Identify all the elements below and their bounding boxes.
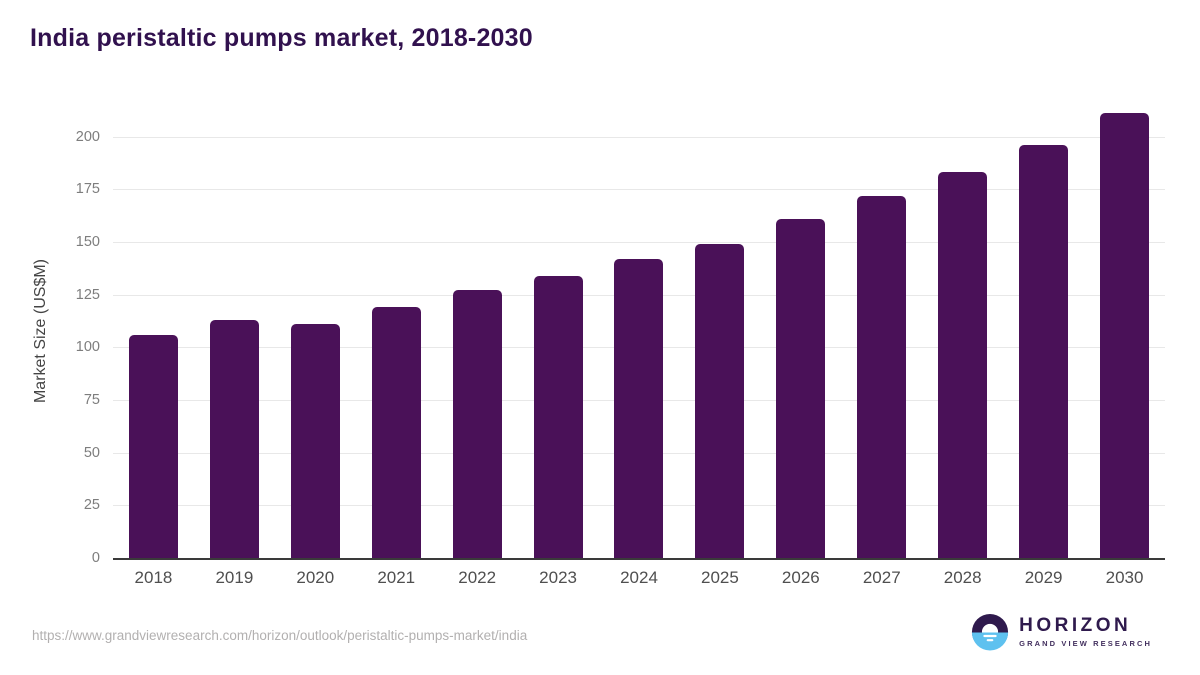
y-tick-label: 75 bbox=[83, 391, 100, 408]
bar-2029 bbox=[1019, 145, 1069, 558]
bar-2025 bbox=[695, 244, 745, 558]
bars bbox=[113, 105, 1165, 558]
bar-2024 bbox=[614, 258, 664, 558]
y-tick-label: 200 bbox=[75, 128, 100, 145]
x-tick-label: 2027 bbox=[862, 568, 901, 587]
bar-slot bbox=[356, 307, 437, 558]
y-tick-label: 50 bbox=[83, 444, 100, 461]
x-tick-label: 2020 bbox=[296, 568, 335, 587]
bar-2023 bbox=[533, 275, 583, 558]
bar-slot bbox=[679, 244, 760, 558]
x-tick-label: 2025 bbox=[701, 568, 739, 587]
bar-slot bbox=[437, 290, 518, 558]
horizon-logo-text: HORIZON GRAND VIEW RESEARCH bbox=[1019, 615, 1152, 648]
bar-slot bbox=[841, 195, 922, 558]
bar-2019 bbox=[209, 319, 259, 558]
gridline bbox=[113, 189, 1165, 191]
x-tick-label: 2019 bbox=[215, 568, 254, 587]
x-tick-label: 2018 bbox=[134, 568, 173, 587]
bar-2021 bbox=[371, 307, 421, 558]
bar-slot bbox=[518, 275, 599, 558]
y-tick-label: 150 bbox=[75, 233, 100, 250]
y-axis-label: Market Size (US$M) bbox=[32, 258, 49, 404]
bar-slot bbox=[760, 218, 841, 558]
bar-slot bbox=[194, 319, 275, 558]
horizon-logo: HORIZON GRAND VIEW RESEARCH bbox=[971, 613, 1152, 651]
x-tick-label: 2021 bbox=[377, 568, 416, 587]
y-tick-label: 0 bbox=[91, 550, 100, 566]
x-tick-label: 2023 bbox=[539, 568, 577, 587]
y-tick-label: 175 bbox=[75, 181, 100, 198]
bar-2022 bbox=[452, 290, 502, 558]
x-labels: 2018 2019 2020 2021 2022 2023 2024 2025 2026 2027… bbox=[113, 568, 1165, 588]
bar-slot bbox=[1084, 113, 1165, 558]
bar-slot bbox=[922, 172, 1003, 558]
source-url: https://www.grandviewresearch.com/horizo… bbox=[32, 628, 528, 643]
bar-slot bbox=[599, 258, 680, 558]
bar-2030 bbox=[1100, 113, 1150, 558]
gridline bbox=[113, 241, 1165, 243]
y-tick-label: 125 bbox=[75, 286, 100, 303]
bar-2018 bbox=[128, 334, 178, 558]
chart-title: India peristaltic pumps market, 2018-203… bbox=[30, 24, 533, 52]
x-tick-label: 2030 bbox=[1105, 568, 1144, 587]
plot-area bbox=[113, 105, 1165, 560]
x-tick-label: 2024 bbox=[620, 568, 658, 587]
bar-2027 bbox=[857, 195, 907, 558]
x-tick-label: 2022 bbox=[458, 568, 497, 587]
bar-2020 bbox=[290, 324, 340, 558]
bar-2026 bbox=[776, 218, 826, 558]
x-tick-label: 2028 bbox=[943, 568, 982, 587]
x-tick-label: 2029 bbox=[1024, 568, 1063, 587]
horizon-logo-icon bbox=[972, 613, 1009, 651]
logo-name: HORIZON bbox=[1019, 615, 1132, 637]
logo-subtitle: GRAND VIEW RESEARCH bbox=[1019, 638, 1152, 648]
gridline bbox=[113, 136, 1165, 138]
x-tick-label: 2026 bbox=[781, 568, 820, 587]
bar-slot bbox=[275, 324, 356, 558]
y-tick-label: 100 bbox=[75, 339, 100, 356]
bar-2028 bbox=[938, 172, 988, 558]
bar-slot bbox=[1003, 145, 1084, 558]
bar-slot bbox=[113, 334, 194, 558]
y-tick-label: 25 bbox=[83, 497, 100, 514]
